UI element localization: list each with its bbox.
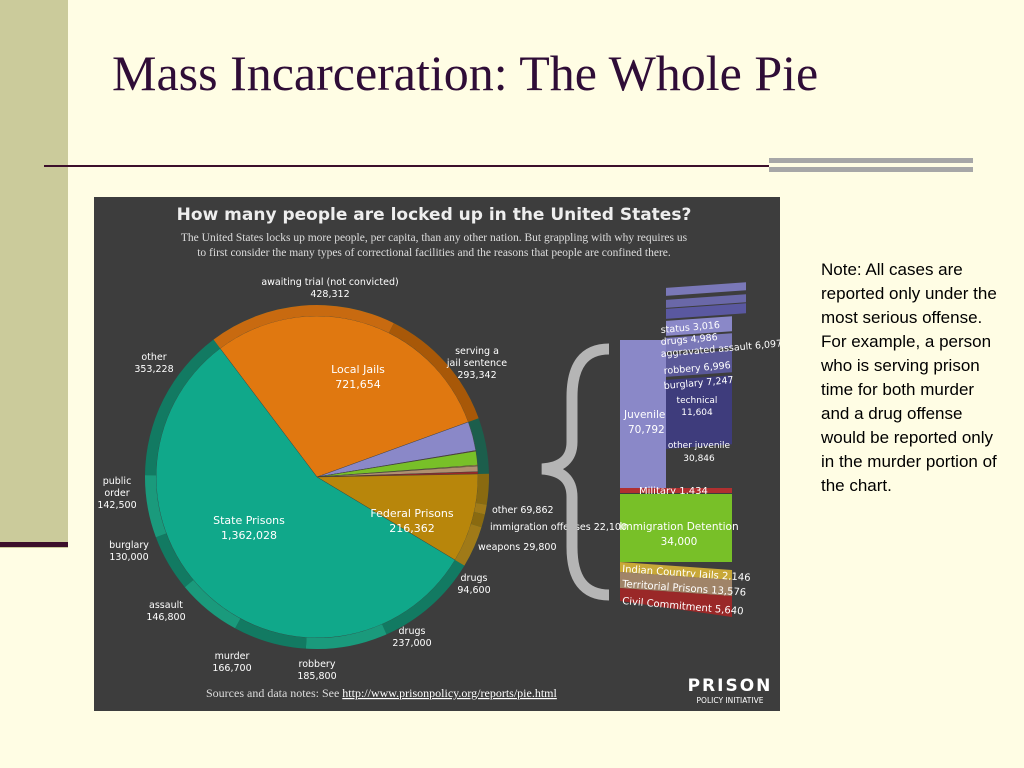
stack-juvenile-other-juvenile xyxy=(666,375,732,449)
stack-indian xyxy=(620,562,732,580)
label-federal-drugs-value: 94,600 xyxy=(457,585,490,596)
stack-juvenile-technical xyxy=(666,350,732,377)
slice-value-federal: 216,362 xyxy=(389,522,435,535)
label-state-assault: assault xyxy=(149,600,183,611)
pie-ring-local-serving-a-jail-sentence xyxy=(388,323,479,422)
label-local-serving-a-jail-sentence-b: jail sentence xyxy=(446,358,507,369)
side-note: Note: All cases are reported only under … xyxy=(821,260,997,495)
slide-title: Mass Incarceration: The Whole Pie xyxy=(112,45,819,101)
stack-label-other-juvenile: other juvenile xyxy=(668,441,731,451)
stack-label-immigration-value: 34,000 xyxy=(661,536,698,548)
pie-slice-local xyxy=(219,315,469,478)
stack-juvenile-status xyxy=(666,282,746,296)
stack-label-juvenile: Juvenile xyxy=(623,409,665,421)
label-local-awaiting-trial-not-convicted-value: 428,312 xyxy=(310,289,349,300)
stack-label-immigration: Immigration Detention xyxy=(619,521,738,533)
pie-ring-state-robbery xyxy=(305,624,387,649)
stack-label-other-juvenile-value: 30,846 xyxy=(683,454,715,464)
label-local-serving-a-jail-sentence-a: serving a xyxy=(455,346,499,357)
slice-value-state: 1,362,028 xyxy=(221,529,277,542)
stack-label-technical: technical xyxy=(677,396,718,406)
pie-ring-federal-other xyxy=(475,473,489,505)
label-federal-drugs: drugs xyxy=(461,573,488,584)
label-state-robbery-value: 185,800 xyxy=(297,671,336,682)
pie-ring-federal-weapons xyxy=(470,512,485,528)
label-state-other-value: 353,228 xyxy=(134,364,173,375)
pie-ring-state-public-order xyxy=(145,475,167,538)
stack-label-military: Military 1,434 xyxy=(639,486,708,497)
stack-juvenile xyxy=(620,340,666,488)
label-federal-immigration-offenses: immigration offenses 22,100 xyxy=(490,522,627,533)
pie-chart-svg: How many people are locked up in the Uni… xyxy=(97,205,780,705)
pie-ring-state-other xyxy=(145,339,221,476)
chart-title: How many people are locked up in the Uni… xyxy=(177,205,692,225)
slice-label-federal: Federal Prisons xyxy=(370,507,454,520)
title-rule-bars xyxy=(769,158,973,178)
logo-name: PRISON xyxy=(688,676,773,696)
source-link[interactable]: http://www.prisonpolicy.org/reports/pie.… xyxy=(342,686,557,700)
stack-label-drugs: drugs 4,986 xyxy=(660,332,718,348)
logo-sub: POLICY INITIATIVE xyxy=(697,696,764,705)
source-note: Sources and data notes: See http://www.p… xyxy=(206,686,557,700)
stack-juvenile-aggravated-assault xyxy=(666,303,746,319)
label-state-public-order-a: public xyxy=(103,476,132,487)
pie-ring-federal-immigration-offenses xyxy=(474,503,487,515)
label-federal-other: other 69,862 xyxy=(492,505,554,516)
stack-civil xyxy=(620,588,732,617)
pie-group xyxy=(145,305,489,649)
stack-juvenile-burglary xyxy=(666,333,732,352)
stack-label-juvenile-value: 70,792 xyxy=(628,424,665,436)
stack-label-technical-value: 11,604 xyxy=(681,408,713,418)
left-accent-band xyxy=(0,0,68,548)
label-local-awaiting-trial-not-convicted: awaiting trial (not convicted) xyxy=(261,277,398,288)
label-state-public-order-b: order xyxy=(104,488,129,499)
pie-ring-state-burglary xyxy=(155,533,194,588)
stack-juvenile-robbery xyxy=(666,316,732,336)
title-rule xyxy=(44,165,769,167)
label-group: Local Jails 721,654 State Prisons 1,362,028… xyxy=(97,277,627,682)
slice-label-local: Local Jails xyxy=(331,363,385,376)
label-state-murder: murder xyxy=(215,651,250,662)
stack-immigration xyxy=(620,494,732,562)
label-state-murder-value: 166,700 xyxy=(212,663,251,674)
stack-military xyxy=(620,488,732,493)
label-state-burglary-value: 130,000 xyxy=(109,552,148,563)
label-state-drugs-value: 237,000 xyxy=(392,638,431,649)
label-federal-weapons: weapons 29,800 xyxy=(478,542,557,553)
label-state-drugs: drugs xyxy=(399,626,426,637)
label-local-serving-a-jail-sentence-value: 293,342 xyxy=(457,370,496,381)
label-state-robbery: robbery xyxy=(299,659,336,670)
label-state-public-order-value: 142,500 xyxy=(97,500,136,511)
slice-value-local: 721,654 xyxy=(335,378,381,391)
pie-ring-federal-drugs xyxy=(454,524,482,566)
curly-brace xyxy=(541,343,610,601)
slice-label-state: State Prisons xyxy=(213,514,285,527)
pie-ring-state-assault xyxy=(184,580,241,629)
chart-subtitle-line-1: The United States locks up more people, … xyxy=(181,232,688,244)
label-state-burglary: burglary xyxy=(109,540,149,551)
chart-subtitle-line-2: to first consider the many types of corr… xyxy=(197,247,671,259)
infographic-chart: How many people are locked up in the Uni… xyxy=(94,197,780,711)
pie-ring-local-awaiting-trial-not-convicted xyxy=(213,305,394,349)
stack-label-status: status 3,016 xyxy=(660,320,720,336)
left-accent-line xyxy=(0,542,68,547)
pie-slice-state xyxy=(155,348,456,639)
pie-slice-federal xyxy=(316,473,479,561)
pie-ring-state-drugs xyxy=(382,559,465,635)
stack-juvenile-drugs xyxy=(666,294,746,308)
pie-ring-state-murder xyxy=(235,618,307,649)
label-state-assault-value: 146,800 xyxy=(146,612,185,623)
label-state-other: other xyxy=(141,352,166,363)
